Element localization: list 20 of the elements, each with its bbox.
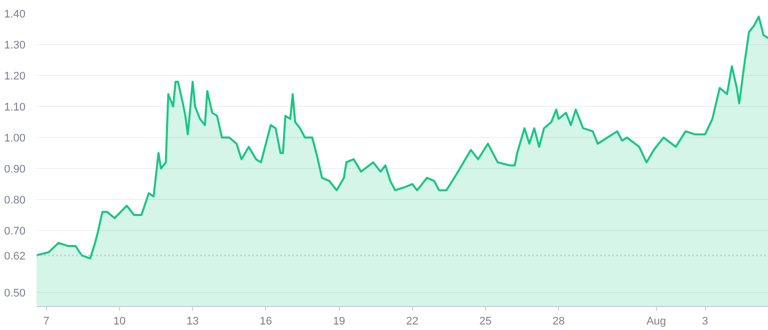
y-tick-label: 1.40 — [4, 8, 26, 20]
y-tick-label: 0.70 — [4, 226, 26, 238]
y-tick-label: 0.50 — [4, 288, 26, 300]
y-tick-label: 1.30 — [4, 40, 26, 52]
x-tick-label: 7 — [43, 316, 50, 328]
x-tick-label: 10 — [113, 316, 126, 328]
y-tick-label: 1.20 — [4, 70, 26, 83]
y-tick-label: 1.00 — [4, 132, 26, 145]
x-tick-label: 16 — [260, 316, 272, 328]
y-tick-label: 1.10 — [4, 102, 26, 114]
x-tick-label: 28 — [552, 316, 565, 328]
x-tick-label: 13 — [186, 316, 199, 328]
x-tick-label: 19 — [332, 316, 346, 328]
x-tick-label: Aug — [646, 316, 666, 328]
x-tick-label: 22 — [406, 316, 418, 328]
x-tick-label: 3 — [702, 316, 708, 328]
ref-line-label: 0.62 — [4, 250, 26, 262]
x-tick-label: 25 — [479, 316, 492, 328]
y-tick-label: 0.80 — [4, 194, 26, 207]
y-tick-label: 0.90 — [4, 164, 26, 176]
